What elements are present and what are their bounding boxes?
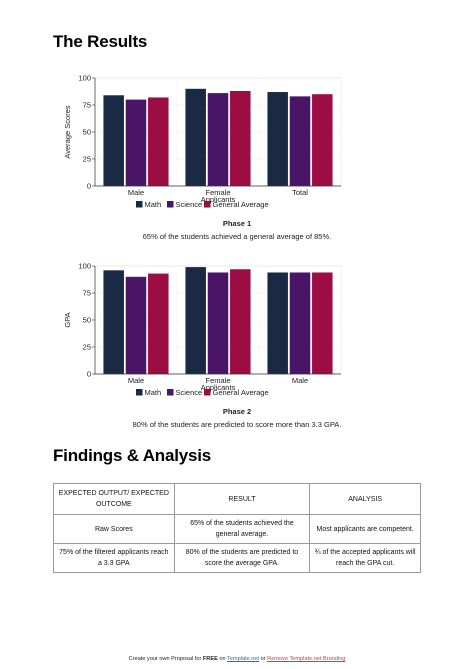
footer-free: FREE [202,656,218,662]
bar-general-average [230,269,251,374]
y-tick-label: 25 [83,343,91,352]
remove-branding-link[interactable]: Remove Template.net Branding [267,656,346,662]
footer-on: on [217,656,228,662]
bar-math [185,267,206,374]
caption-phase1-title: Phase 1 [222,219,252,228]
x-tick-label: Male [128,376,144,385]
table-cell: 65% of the students achieved the general… [173,514,311,544]
table-cell: Most applicants are competent. [309,514,421,544]
y-axis-label: Average Scores [63,105,72,158]
y-tick-label: 75 [83,101,91,110]
legend-swatch [136,389,143,396]
bar-math [267,92,288,186]
bar-science [125,276,147,374]
footer-prefix: Create your own Proposal for [128,656,203,662]
legend-entry: General Average [213,388,269,397]
results-heading: The Results [53,32,148,51]
table-cell: ¾ of the accepted applicants will reach … [309,543,421,573]
table-cell: 80% of the students are predicted to sco… [173,543,311,573]
bar-general-average [148,273,169,374]
y-tick-label: 100 [78,262,91,271]
chart-phase2: 0 25 50 75 100 Male Female Applicants Male GPA Mat… [63,262,342,397]
legend-swatch [204,201,211,208]
bar-general-average [312,94,333,186]
table-cell: 75% of the filtered applicants reach a 3… [53,543,175,573]
legend-entry: Math [145,200,162,209]
bar-general-average [148,97,169,186]
legend-entry: Math [145,388,162,397]
y-tick-label: 25 [83,155,91,164]
bar-math [267,272,288,374]
caption-phase2-text: 80% of the students are predicted to sco… [132,420,342,429]
y-tick-label: 50 [83,128,91,137]
caption-phase2-title: Phase 2 [222,407,252,416]
bar-science [125,99,147,186]
table-header: EXPECTED OUTPUT/ EXPECTED OUTCOME [53,483,175,515]
table-row: 75% of the filtered applicants reach a 3… [53,543,421,573]
findings-table: EXPECTED OUTPUT/ EXPECTED OUTCOME RESULT… [53,483,421,573]
legend-swatch [167,389,174,396]
x-tick-label: Total [292,188,308,197]
bar-math [103,95,124,186]
table-cell: Raw Scores [53,514,175,544]
y-tick-label: 100 [78,74,91,83]
template-net-link[interactable]: Template.net [227,656,260,662]
y-tick-label: 50 [83,316,91,325]
bar-general-average [230,90,251,186]
x-tick-label: Male [128,188,144,197]
caption-phase1-text: 65% of the students achieved a general a… [142,232,332,241]
y-tick-label: 0 [87,182,91,191]
bar-math [103,270,124,374]
bar-science [289,272,311,374]
table-header: ANALYSIS [309,483,421,515]
legend-entry: Science [176,200,203,209]
bar-science [289,96,311,186]
bar-science [207,272,229,374]
table-row: Raw Scores 65% of the students achieved … [53,514,421,544]
caption-phase1: Phase 1 65% of the students achieved a g… [0,219,474,241]
x-tick-label: Female Applicants [201,376,236,392]
footer-or: or [259,656,268,662]
legend-swatch [204,389,211,396]
bar-math [185,88,206,186]
legend-swatch [136,201,143,208]
y-tick-label: 0 [87,370,91,379]
table-header-row: EXPECTED OUTPUT/ EXPECTED OUTCOME RESULT… [53,483,421,515]
chart-phase1: 0 25 50 75 100 Male Female Applicants Total Avera… [63,74,342,209]
y-tick-label: 75 [83,289,91,298]
x-tick-label: Male [292,376,308,385]
findings-heading: Findings & Analysis [53,446,212,465]
table-header: RESULT [173,483,311,515]
legend-entry: Science [176,388,203,397]
legend-entry: General Average [213,200,269,209]
footer: Create your own Proposal for FREE on Tem… [0,656,474,662]
caption-phase2: Phase 2 80% of the students are predicte… [0,407,474,429]
x-tick-label: Female Applicants [201,188,236,204]
legend-swatch [167,201,174,208]
bar-science [207,93,229,186]
y-axis-label: GPA [63,312,72,327]
bar-general-average [312,272,333,374]
